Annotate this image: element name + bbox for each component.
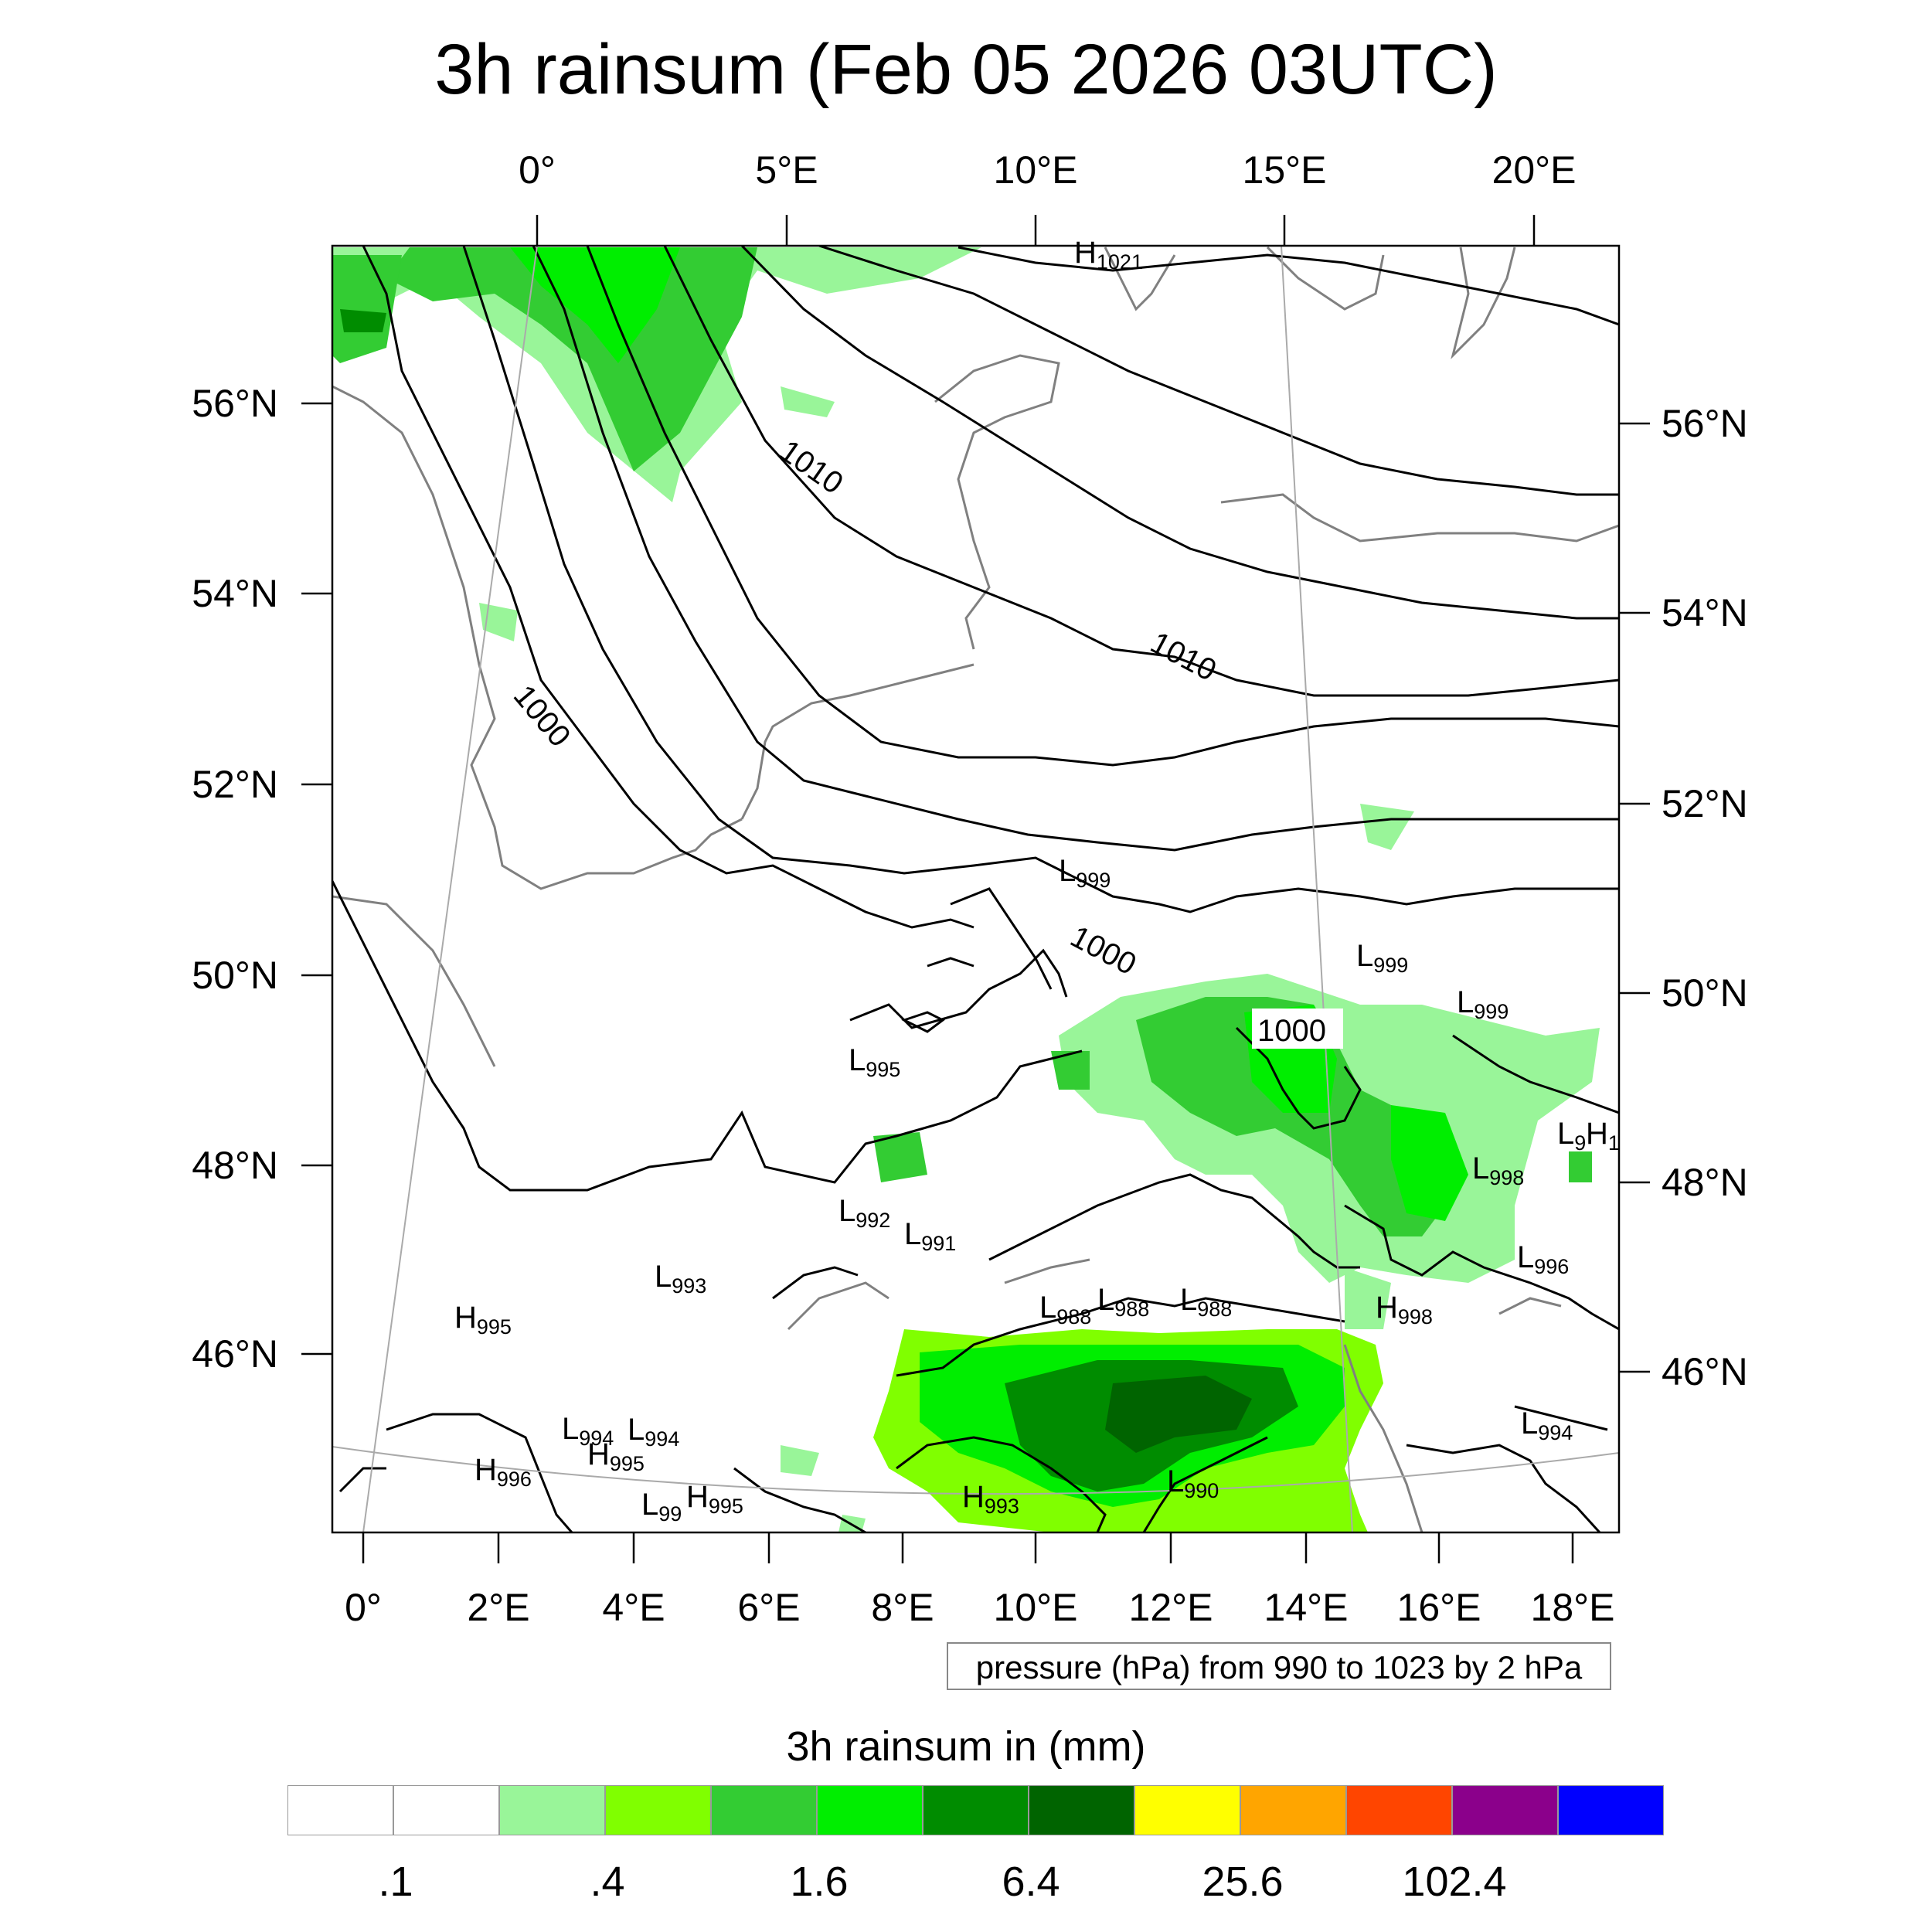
pressure-center-label: L992 bbox=[838, 1194, 890, 1232]
legend-color-box bbox=[499, 1785, 605, 1835]
legend-color-box bbox=[711, 1785, 817, 1835]
map-frame bbox=[331, 244, 1621, 1534]
top-lon-tick: 20°E bbox=[1492, 148, 1577, 192]
bottom-lon-tick: 18°E bbox=[1530, 1586, 1615, 1629]
map-background bbox=[332, 246, 1619, 1532]
left-lat-tick: 54°N bbox=[192, 572, 278, 615]
legend-color-box bbox=[393, 1785, 499, 1835]
right-lat-tick: 48°N bbox=[1662, 1161, 1748, 1204]
legend-label: 102.4 bbox=[1402, 1859, 1507, 1905]
legend-label: 25.6 bbox=[1202, 1859, 1284, 1905]
left-lat-tick: 50°N bbox=[192, 954, 278, 997]
rain-field-alps bbox=[781, 1329, 1383, 1532]
legend-color-box bbox=[605, 1785, 711, 1835]
pressure-center-label: H995 bbox=[454, 1301, 512, 1338]
pressure-info-box: pressure (hPa) from 990 to 1023 by 2 hPa bbox=[947, 1642, 1611, 1690]
pressure-center-label: L994 bbox=[1521, 1406, 1573, 1444]
pressure-center-label: L996 bbox=[1517, 1240, 1569, 1278]
legend-label: 1.6 bbox=[790, 1859, 849, 1905]
legend-label: 6.4 bbox=[1002, 1859, 1060, 1905]
legend-label: .1 bbox=[378, 1859, 413, 1905]
pressure-center-label: H998 bbox=[1376, 1291, 1433, 1328]
legend-color-box bbox=[1346, 1785, 1452, 1835]
bottom-lon-tick: 10°E bbox=[993, 1586, 1078, 1629]
pressure-center-label: H993 bbox=[962, 1480, 1019, 1518]
legend-color-box bbox=[923, 1785, 1029, 1835]
legend-color-box bbox=[1452, 1785, 1558, 1835]
bottom-lon-tick: 6°E bbox=[737, 1586, 801, 1629]
pressure-center-label: L994 bbox=[628, 1413, 679, 1451]
bottom-lon-tick: 14°E bbox=[1264, 1586, 1349, 1629]
pressure-center-label: L999 bbox=[1059, 854, 1111, 892]
left-lat-tick: 48°N bbox=[192, 1144, 278, 1187]
bottom-lon-tick: 16°E bbox=[1396, 1586, 1481, 1629]
figure-title: 3h rainsum (Feb 05 2026 03UTC) bbox=[434, 30, 1498, 109]
pressure-center-label: L999 bbox=[1356, 939, 1408, 977]
pressure-center-label: L99 bbox=[641, 1488, 682, 1526]
legend-color-box bbox=[1558, 1785, 1664, 1835]
legend-color-box bbox=[817, 1785, 923, 1835]
left-lat-tick: 46°N bbox=[192, 1332, 278, 1376]
top-lon-tick: 15°E bbox=[1242, 148, 1327, 192]
right-lat-tick: 56°N bbox=[1662, 402, 1748, 445]
rain-field-central-europe bbox=[873, 804, 1600, 1329]
pressure-center-label: L994 bbox=[562, 1412, 614, 1450]
right-lat-tick: 52°N bbox=[1662, 782, 1748, 825]
right-lat-tick: 46°N bbox=[1662, 1350, 1748, 1393]
left-lat-tick: 56°N bbox=[192, 382, 278, 425]
bottom-lon-tick: 0° bbox=[345, 1586, 382, 1629]
rain-field-north-sea bbox=[332, 247, 981, 641]
legend-colorbar bbox=[287, 1785, 1664, 1835]
bottom-lon-tick: 8°E bbox=[871, 1586, 934, 1629]
pressure-center-label: H1021 bbox=[1074, 236, 1143, 274]
pressure-center-label: L988 bbox=[1180, 1283, 1232, 1321]
top-lon-tick: 0° bbox=[519, 148, 556, 192]
pressure-center-label: L9 bbox=[1557, 1117, 1586, 1155]
bottom-lon-tick: 2°E bbox=[467, 1586, 530, 1629]
top-lon-tick: 10°E bbox=[993, 148, 1078, 192]
pressure-center-label: L995 bbox=[849, 1043, 900, 1081]
legend-color-box bbox=[1240, 1785, 1346, 1835]
pressure-centers: H1021 L999 L999 L999 L995 L992 L991 L993 H995 L98… bbox=[454, 236, 1620, 1526]
pressure-center-label: L998 bbox=[1472, 1151, 1524, 1189]
legend-title: 3h rainsum in (mm) bbox=[786, 1723, 1146, 1770]
legend-label: .4 bbox=[590, 1859, 625, 1905]
legend-color-box bbox=[1029, 1785, 1134, 1835]
pressure-center-label: L999 bbox=[1457, 985, 1509, 1023]
contour-label: 1000 bbox=[1257, 1014, 1326, 1048]
top-lon-tick: 5°E bbox=[755, 148, 818, 192]
isobars bbox=[332, 246, 1619, 1532]
bottom-lon-tick: 12°E bbox=[1128, 1586, 1213, 1629]
bottom-lon-tick: 4°E bbox=[602, 1586, 665, 1629]
pressure-center-label: L993 bbox=[655, 1260, 706, 1298]
pressure-center-label: H995 bbox=[587, 1437, 645, 1475]
right-lat-tick: 54°N bbox=[1662, 591, 1748, 634]
left-lat-tick: 52°N bbox=[192, 763, 278, 806]
right-lat-tick: 50°N bbox=[1662, 971, 1748, 1015]
graticule bbox=[332, 246, 1619, 1532]
legend-color-box bbox=[287, 1785, 393, 1835]
pressure-center-label: L990 bbox=[1167, 1464, 1219, 1502]
tick-marks bbox=[301, 215, 1650, 1563]
pressure-center-label: L988 bbox=[1097, 1283, 1149, 1321]
legend-color-box bbox=[1134, 1785, 1240, 1835]
pressure-center-label: L988 bbox=[1039, 1291, 1091, 1328]
pressure-center-label: L991 bbox=[904, 1217, 956, 1255]
pressure-center-label: H1 bbox=[1586, 1117, 1620, 1155]
pressure-center-label: H996 bbox=[474, 1453, 532, 1491]
coastlines bbox=[332, 246, 1619, 1532]
pressure-center-label: H995 bbox=[686, 1480, 743, 1518]
